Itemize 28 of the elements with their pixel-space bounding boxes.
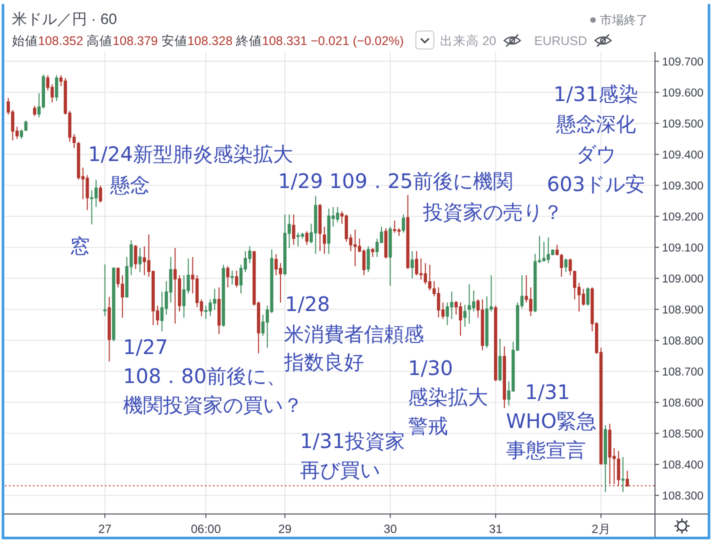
annotation: ダウ: [576, 142, 616, 166]
annotation: 1/24新型肺炎感染拡大: [88, 142, 293, 166]
annotation: 事態宣言: [506, 438, 586, 462]
annotation: 窓: [70, 234, 90, 258]
annotation: 1/30: [408, 356, 453, 380]
annotation: 再び買い: [300, 458, 380, 482]
annotation: 108．80前後に、: [123, 364, 287, 388]
annotation: 出来高 20: [440, 34, 496, 48]
annotation: 市場終了: [600, 13, 648, 27]
annotation: WHO緊急: [506, 409, 597, 433]
annotation: 1/31投資家: [300, 429, 405, 453]
subtitle: 始値108.352 高値108.379 安値108.328 終値108.331 −0.021 (−0.02%): [12, 34, 404, 48]
annotation: 1/28: [285, 292, 330, 316]
annotation: 米消費者信頼感: [284, 322, 424, 346]
annotation: 603ドル安: [546, 172, 646, 196]
annotation: 1/27: [123, 335, 168, 359]
annotation: 感染拡大: [408, 385, 488, 409]
annotation: 懸念深化: [556, 112, 636, 136]
title: 米ドル／円 · 60: [12, 11, 118, 28]
annotation: 投資家の売り？: [423, 200, 563, 224]
annotation: 機関投資家の買い？: [123, 393, 303, 417]
annotation: 1/31感染: [554, 82, 638, 106]
annotation: 警戒: [408, 414, 448, 438]
annotation: 指数良好: [284, 350, 364, 374]
annotation: 1/29 109．25前後に機関: [278, 169, 513, 193]
annotation: 懸念: [110, 173, 150, 197]
annotation: 1/31: [525, 380, 570, 404]
annotation: EURUSD: [534, 34, 588, 48]
